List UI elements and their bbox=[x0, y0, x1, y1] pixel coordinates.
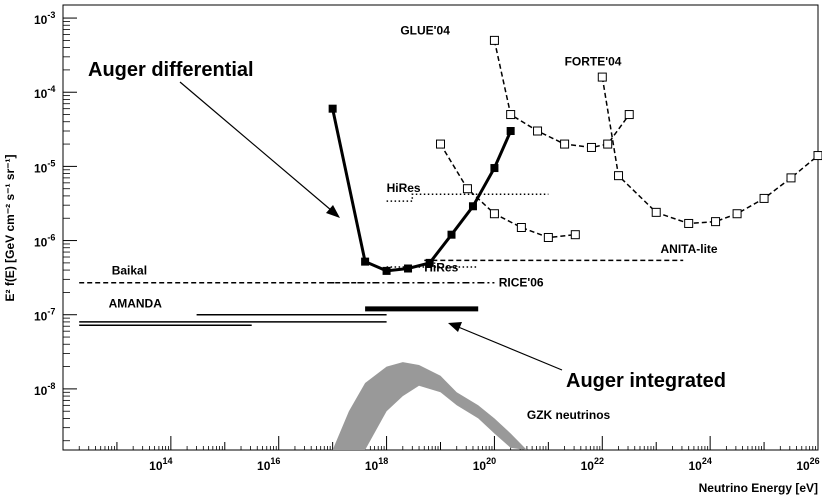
auger-differential-label: Auger differential bbox=[88, 59, 254, 81]
data-point bbox=[543, 232, 553, 242]
x-tick-label: 1020 bbox=[473, 456, 496, 473]
data-point bbox=[786, 173, 796, 183]
data-point bbox=[603, 139, 613, 149]
markers-layer bbox=[328, 35, 822, 275]
annotation-rice: RICE'06 bbox=[499, 276, 544, 290]
x-tick-label: 1022 bbox=[581, 456, 604, 473]
series-forte-04 bbox=[601, 76, 819, 225]
data-point bbox=[489, 35, 499, 45]
data-point bbox=[624, 110, 634, 120]
data-point bbox=[425, 258, 434, 267]
annotation-anita: ANITA-lite bbox=[660, 242, 717, 256]
data-point bbox=[586, 142, 596, 152]
data-point bbox=[490, 164, 499, 173]
x-tick-label: 1026 bbox=[796, 456, 819, 473]
data-point bbox=[516, 223, 526, 232]
x-axis-title: Neutrino Energy [eV] bbox=[699, 481, 818, 495]
annotation-layer: GLUE'04 FORTE'04 HiRes ANITA-lite Baikal HiRe… bbox=[109, 24, 718, 423]
auger-differential-arrowhead bbox=[326, 205, 340, 218]
gzk-band bbox=[332, 362, 527, 450]
data-point bbox=[813, 151, 822, 161]
data-point bbox=[462, 184, 472, 194]
annotation-baikal: Baikal bbox=[112, 263, 147, 277]
data-point bbox=[597, 72, 607, 82]
annotation-amanda: AMANDA bbox=[109, 297, 163, 311]
data-point bbox=[684, 218, 694, 228]
annotation-glue: GLUE'04 bbox=[400, 24, 450, 38]
y-tick-label: 10-7 bbox=[34, 307, 55, 324]
y-tick-label: 10-3 bbox=[34, 10, 55, 27]
data-point bbox=[404, 264, 413, 273]
data-point bbox=[506, 127, 515, 136]
y-tick-label: 10-8 bbox=[34, 381, 55, 398]
data-point bbox=[570, 230, 580, 240]
data-point bbox=[328, 104, 337, 113]
axis-ticks bbox=[62, 17, 819, 450]
y-tick-label: 10-5 bbox=[34, 158, 55, 175]
gzk-band-layer bbox=[332, 362, 527, 450]
data-point bbox=[651, 207, 661, 217]
series-auger-differential bbox=[331, 108, 513, 273]
data-point bbox=[560, 139, 570, 149]
data-point bbox=[361, 257, 370, 266]
auger-integrated-arrow bbox=[450, 323, 563, 371]
data-point bbox=[506, 110, 516, 120]
data-point bbox=[447, 230, 456, 239]
annotation-hires1: HiRes bbox=[387, 181, 421, 195]
annotation-forte: FORTE'04 bbox=[565, 54, 622, 68]
data-point bbox=[759, 193, 769, 203]
data-point bbox=[382, 266, 391, 275]
annotation-hires2: HiRes bbox=[424, 261, 458, 275]
data-point bbox=[614, 171, 624, 181]
auger-differential-annotation: Auger differential bbox=[88, 59, 340, 218]
x-tick-labels: 1014 1016 1018 1020 1022 1024 1026 bbox=[149, 456, 820, 473]
series-hires bbox=[386, 193, 549, 202]
y-tick-label: 10-6 bbox=[34, 233, 55, 250]
y-tick-labels: 10-8 10-7 10-6 10-5 10-4 10-3 bbox=[34, 10, 55, 398]
x-tick-label: 1024 bbox=[688, 456, 711, 473]
auger-integrated-arrowhead bbox=[448, 322, 462, 332]
data-point bbox=[436, 139, 445, 149]
x-tick-label: 1018 bbox=[365, 456, 388, 473]
auger-integrated-label: Auger integrated bbox=[566, 370, 726, 392]
auger-differential-arrow bbox=[179, 81, 339, 217]
x-tick-label: 1014 bbox=[149, 456, 172, 473]
data-point bbox=[489, 209, 499, 219]
series-layer bbox=[79, 40, 819, 327]
data-point bbox=[732, 209, 742, 219]
y-axis-title: E² f(E) [GeV cm⁻² s⁻¹ sr⁻¹] bbox=[3, 154, 17, 301]
data-point bbox=[468, 202, 477, 211]
data-point bbox=[533, 126, 543, 136]
auger-integrated-annotation: Auger integrated bbox=[448, 322, 726, 392]
data-point bbox=[711, 217, 721, 227]
series-anita-lite bbox=[439, 143, 576, 239]
annotation-gzk: GZK neutrinos bbox=[527, 408, 611, 422]
x-tick-label: 1016 bbox=[257, 456, 280, 473]
y-tick-label: 10-4 bbox=[34, 84, 55, 101]
